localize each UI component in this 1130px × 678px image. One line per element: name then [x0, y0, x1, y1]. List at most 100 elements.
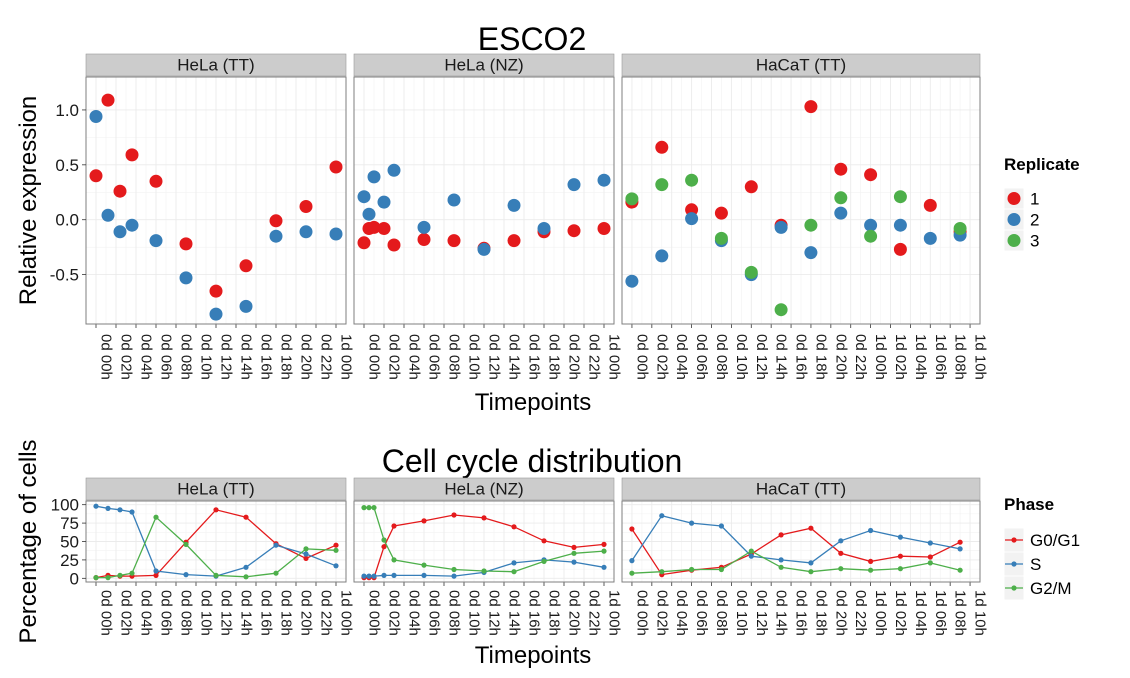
- x-tick-label: 0d 00h: [98, 590, 115, 636]
- x-tick-label: 0d 12h: [486, 590, 503, 636]
- data-point: [567, 224, 581, 238]
- data-point: [153, 514, 159, 520]
- legend-title: Replicate: [1004, 155, 1080, 174]
- chart-title: ESCO2: [478, 21, 586, 57]
- panel-border: [621, 500, 981, 583]
- data-point: [601, 541, 607, 548]
- panel-1: HeLa (TT)0d 00h 0d 02h 0d 04h 0d 06h 0d 08h 0…: [85, 53, 355, 380]
- x-tick-label: 0d 18h: [546, 334, 563, 380]
- x-tick-label: 1d 04h: [912, 334, 929, 380]
- x-tick-label: 0d 00h: [633, 590, 650, 636]
- x-tick-label: 0d 08h: [178, 590, 195, 636]
- x-tick-label: 0d 00h: [98, 334, 115, 380]
- data-point: [149, 234, 163, 248]
- data-point: [834, 191, 848, 205]
- data-point: [685, 173, 699, 187]
- data-point: [269, 214, 283, 228]
- data-point: [269, 229, 283, 243]
- data-point: [714, 231, 728, 245]
- x-tick-label: 0d 06h: [426, 590, 443, 636]
- x-tick-label: 1d 08h: [952, 590, 969, 636]
- x-tick-label: 0d 16h: [258, 590, 275, 636]
- data-point: [329, 160, 343, 174]
- data-point: [597, 222, 611, 235]
- x-tick-label: 0d 04h: [673, 334, 690, 380]
- data-point: [153, 568, 159, 574]
- x-tick-label: 0d 00h: [366, 334, 383, 380]
- x-tick-label: 0d 02h: [386, 590, 403, 636]
- x-tick-label: 0d 06h: [158, 590, 175, 636]
- data-point: [451, 512, 457, 518]
- data-point: [868, 567, 874, 573]
- data-point: [125, 148, 139, 162]
- data-point: [213, 572, 219, 579]
- data-point: [273, 570, 279, 576]
- panel-3: HaCaT (TT) 0d 00h 0d 02h 0d 04h 0d 06h 0d 08h…: [621, 53, 989, 380]
- facet-strip: [85, 53, 347, 77]
- data-point: [361, 505, 367, 511]
- data-point: [299, 200, 313, 213]
- data-point: [897, 553, 904, 559]
- x-tick-label: 0d 20h: [832, 334, 849, 380]
- x-tick-label: 1d 00h: [338, 334, 355, 380]
- data-point: [381, 544, 387, 550]
- x-tick-label: 1d 00h: [606, 590, 623, 636]
- x-tick-label: 0d 18h: [278, 334, 295, 380]
- x-tick-label: 0d 12h: [486, 334, 503, 380]
- x-tick-label: 0d 20h: [566, 334, 583, 380]
- data-point: [601, 548, 607, 554]
- data-point: [129, 509, 135, 515]
- x-tick-label: 0d 06h: [426, 334, 443, 380]
- data-point: [864, 168, 878, 182]
- data-point: [838, 566, 844, 572]
- facet-strip: [621, 477, 981, 501]
- data-point: [367, 170, 381, 184]
- x-tick-label: 0d 22h: [586, 590, 603, 636]
- data-point: [149, 174, 163, 188]
- x-tick-label: 0d 22h: [852, 334, 869, 380]
- panel-2: HeLa (NZ)0d 00h 0d 02h 0d 04h 0d 06h 0d 08h 0…: [353, 53, 623, 380]
- series-line-g2m: [631, 550, 961, 574]
- x-tick-label: 0d 22h: [586, 334, 603, 380]
- legend-label: 2: [1030, 211, 1039, 230]
- x-tick-label: 0d 12h: [218, 334, 235, 380]
- x-tick-label: 0d 08h: [713, 590, 730, 636]
- data-point: [303, 555, 309, 562]
- y-axis-label: Percentage of cells: [15, 439, 42, 643]
- data-point: [744, 265, 758, 279]
- data-point: [377, 195, 391, 209]
- data-point: [808, 525, 814, 531]
- data-point: [868, 558, 874, 565]
- data-point: [183, 572, 189, 578]
- data-point: [957, 539, 963, 545]
- legend-label: 1: [1030, 190, 1039, 209]
- data-point: [361, 573, 367, 579]
- data-point: [567, 178, 581, 192]
- x-tick-label: 0d 14h: [238, 334, 255, 380]
- data-point: [507, 198, 521, 212]
- x-tick-label: 0d 14h: [506, 590, 523, 636]
- data-point: [834, 206, 848, 220]
- legend-key-point: [1007, 213, 1021, 226]
- x-tick-label: 0d 16h: [526, 590, 543, 636]
- data-point: [957, 567, 963, 573]
- legend-label: G0/G1: [1030, 531, 1080, 550]
- chart-1: ESCO2 HeLa (TT)0d 00h 0d 02h 0d 04h 0d 06h 0d…: [15, 21, 1080, 416]
- data-point: [714, 206, 728, 220]
- chart-title: Cell cycle distribution: [382, 443, 683, 479]
- x-tick-label: 1d 10h: [972, 334, 989, 380]
- legend-key-point: [1011, 537, 1017, 543]
- y-axis-label: Relative expression: [15, 96, 42, 305]
- data-point: [659, 569, 665, 575]
- x-tick-label: 0d 20h: [298, 334, 315, 380]
- data-point: [923, 198, 937, 212]
- x-tick-label: 0d 02h: [653, 334, 670, 380]
- x-tick-label: 0d 06h: [693, 334, 710, 380]
- x-tick-label: 0d 12h: [218, 590, 235, 636]
- data-point: [571, 559, 577, 565]
- x-tick-label: 0d 02h: [653, 590, 670, 636]
- x-tick-label: 0d 20h: [566, 590, 583, 636]
- x-tick-label: 0d 12h: [753, 590, 770, 636]
- panel-3: HaCaT (TT) 0d 00h 0d 02h 0d 04h 0d 06h 0d 08h…: [621, 477, 989, 636]
